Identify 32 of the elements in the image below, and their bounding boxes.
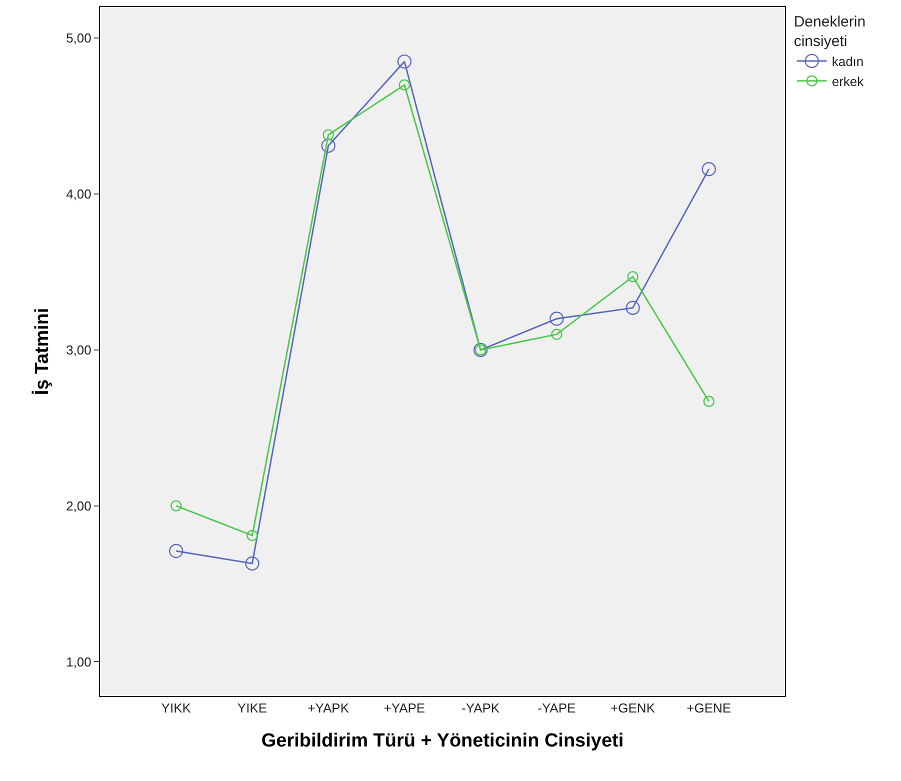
legend-title: Deneklerin cinsiyeti — [794, 14, 866, 50]
point — [246, 530, 258, 542]
x-tick-label: +GENE — [686, 700, 732, 716]
y-tick-label: 5,00 — [66, 30, 92, 46]
point — [551, 328, 562, 340]
point — [626, 300, 640, 315]
x-tick-label: YIKE — [237, 700, 268, 716]
point — [170, 500, 182, 512]
point — [703, 396, 714, 407]
point — [550, 312, 564, 326]
y-tick-label: 3,00 — [66, 342, 92, 358]
x-tick-label: +YAPE — [384, 700, 426, 716]
point — [702, 162, 716, 176]
point — [398, 79, 410, 91]
point — [321, 138, 336, 153]
x-tick-label: -YAPE — [538, 700, 576, 716]
y-tick-label: 2,00 — [66, 498, 92, 514]
point — [627, 271, 638, 282]
x-tick-label: +GENK — [610, 700, 656, 716]
point — [245, 556, 260, 571]
legend-label: kadın — [832, 54, 864, 70]
y-tick-label: 1,00 — [66, 654, 92, 670]
x-axis-title: Geribildirim Türü + Yöneticinin Cinsiyeti — [261, 730, 624, 752]
x-tick-label: -YAPK — [462, 700, 500, 716]
point — [322, 129, 334, 140]
x-tick-label: YIKK — [161, 700, 192, 716]
y-axis-title: İş Tatmini — [30, 308, 53, 396]
legend-label: erkek — [832, 74, 864, 89]
point — [169, 544, 184, 558]
point — [397, 54, 412, 69]
x-tick-label: +YAPK — [308, 700, 350, 716]
y-tick-label: 4,00 — [66, 186, 92, 202]
